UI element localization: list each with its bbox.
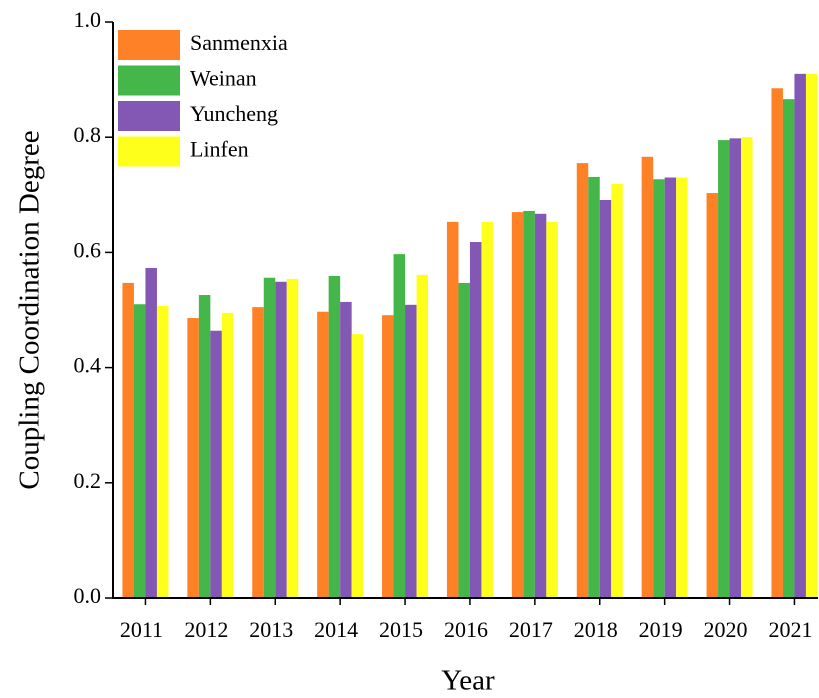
x-tick-label: 2014 — [314, 617, 358, 642]
bar — [611, 183, 623, 598]
bar — [221, 312, 234, 598]
x-tick-label: 2013 — [249, 617, 293, 642]
legend-label: Linfen — [190, 137, 249, 162]
x-tick-label: 2012 — [184, 617, 228, 642]
x-tick-label: 2017 — [509, 617, 553, 642]
bar — [676, 177, 688, 598]
bar — [576, 163, 589, 598]
bar — [741, 137, 753, 598]
legend-label: Yuncheng — [190, 101, 278, 126]
bar — [458, 282, 470, 598]
bar — [198, 295, 211, 598]
bar — [187, 318, 199, 598]
bar — [653, 179, 665, 599]
y-tick-label: 0.8 — [74, 122, 102, 147]
bar — [664, 177, 677, 598]
y-tick-label: 0.4 — [74, 353, 102, 378]
bar — [156, 305, 169, 598]
y-axis-title: Coupling Coordination Degree — [14, 130, 46, 489]
bar — [546, 221, 558, 598]
x-tick-label: 2021 — [768, 617, 812, 642]
y-tick-label: 1.0 — [74, 7, 102, 32]
legend-swatch — [118, 136, 180, 167]
bar — [328, 276, 341, 598]
legend-swatch — [118, 30, 180, 60]
x-tick-label: 2019 — [639, 617, 683, 642]
legend-label: Weinan — [190, 66, 257, 91]
bar — [794, 73, 806, 599]
bar — [511, 212, 524, 598]
bar — [252, 307, 264, 598]
bar — [599, 199, 612, 598]
bar — [469, 242, 482, 599]
x-tick-label: 2018 — [574, 617, 618, 642]
bar — [416, 274, 429, 598]
x-tick-label: 2011 — [120, 617, 163, 642]
bar — [133, 304, 146, 598]
bar — [782, 99, 795, 599]
bar — [340, 301, 352, 598]
bar — [275, 281, 287, 598]
bar — [446, 221, 459, 598]
bar — [286, 278, 299, 598]
bar — [145, 267, 157, 598]
bar — [263, 277, 276, 598]
x-tick-label: 2015 — [379, 617, 423, 642]
x-tick-label: 2016 — [444, 617, 488, 642]
legend-label: Sanmenxia — [190, 30, 288, 55]
bar — [706, 193, 719, 598]
bar — [481, 221, 493, 598]
x-tick-label: 2020 — [704, 617, 748, 642]
bar — [729, 138, 742, 599]
legend-swatch — [118, 65, 180, 96]
legend-swatch — [118, 101, 180, 131]
y-tick-label: 0.0 — [74, 583, 102, 608]
bar — [351, 334, 364, 598]
bar — [122, 282, 134, 598]
bar — [393, 254, 406, 599]
bar — [588, 176, 600, 598]
bar — [210, 330, 222, 598]
y-tick-label: 0.6 — [74, 237, 102, 262]
bar — [523, 210, 535, 599]
bar — [718, 140, 730, 598]
bar — [317, 311, 329, 598]
y-tick-label: 0.2 — [74, 468, 102, 493]
bar — [382, 315, 394, 598]
bar — [771, 88, 783, 599]
bar — [805, 73, 818, 599]
bar — [641, 156, 654, 598]
bar — [405, 304, 417, 598]
bar — [534, 213, 547, 599]
x-axis-title: Year — [441, 665, 495, 697]
